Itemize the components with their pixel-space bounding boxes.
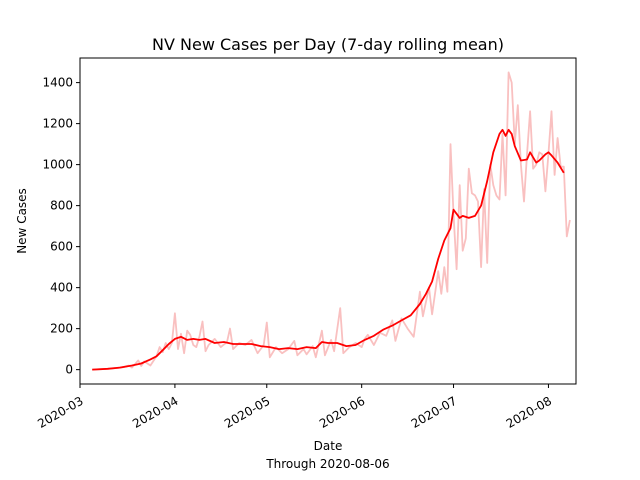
y-tick-label: 1200 <box>42 117 73 131</box>
axes-frame <box>79 57 577 385</box>
chart-title: NV New Cases per Day (7-day rolling mean… <box>152 35 504 54</box>
y-tick-label: 400 <box>50 281 73 295</box>
x-axis-label: Date <box>314 439 343 453</box>
daily-cases-line <box>92 71 571 371</box>
plot-area <box>92 71 571 371</box>
x-axis: 2020-03 2020-04 2020-05 2020-06 2020-07 2020-… <box>35 384 554 431</box>
y-tick-label: 800 <box>50 199 73 213</box>
rolling-mean-line <box>92 128 565 371</box>
x-tick-label: 2020-08 <box>504 394 554 431</box>
y-tick-label: 0 <box>65 363 73 377</box>
y-tick-label: 600 <box>50 240 73 254</box>
y-tick-label: 200 <box>50 322 73 336</box>
x-tick-label: 2020-07 <box>409 394 459 431</box>
x-tick-label: 2020-04 <box>130 394 180 431</box>
y-tick-label: 1000 <box>42 158 73 172</box>
x-tick-label: 2020-06 <box>317 394 367 431</box>
x-tick-label: 2020-03 <box>35 394 85 431</box>
x-tick-label: 2020-05 <box>222 394 272 431</box>
y-axis: 0 200 400 600 800 1000 1200 1400 <box>42 76 80 377</box>
x-axis-sublabel: Through 2020-08-06 <box>265 457 389 471</box>
y-tick-label: 1400 <box>42 76 73 90</box>
y-axis-label: New Cases <box>15 188 29 254</box>
